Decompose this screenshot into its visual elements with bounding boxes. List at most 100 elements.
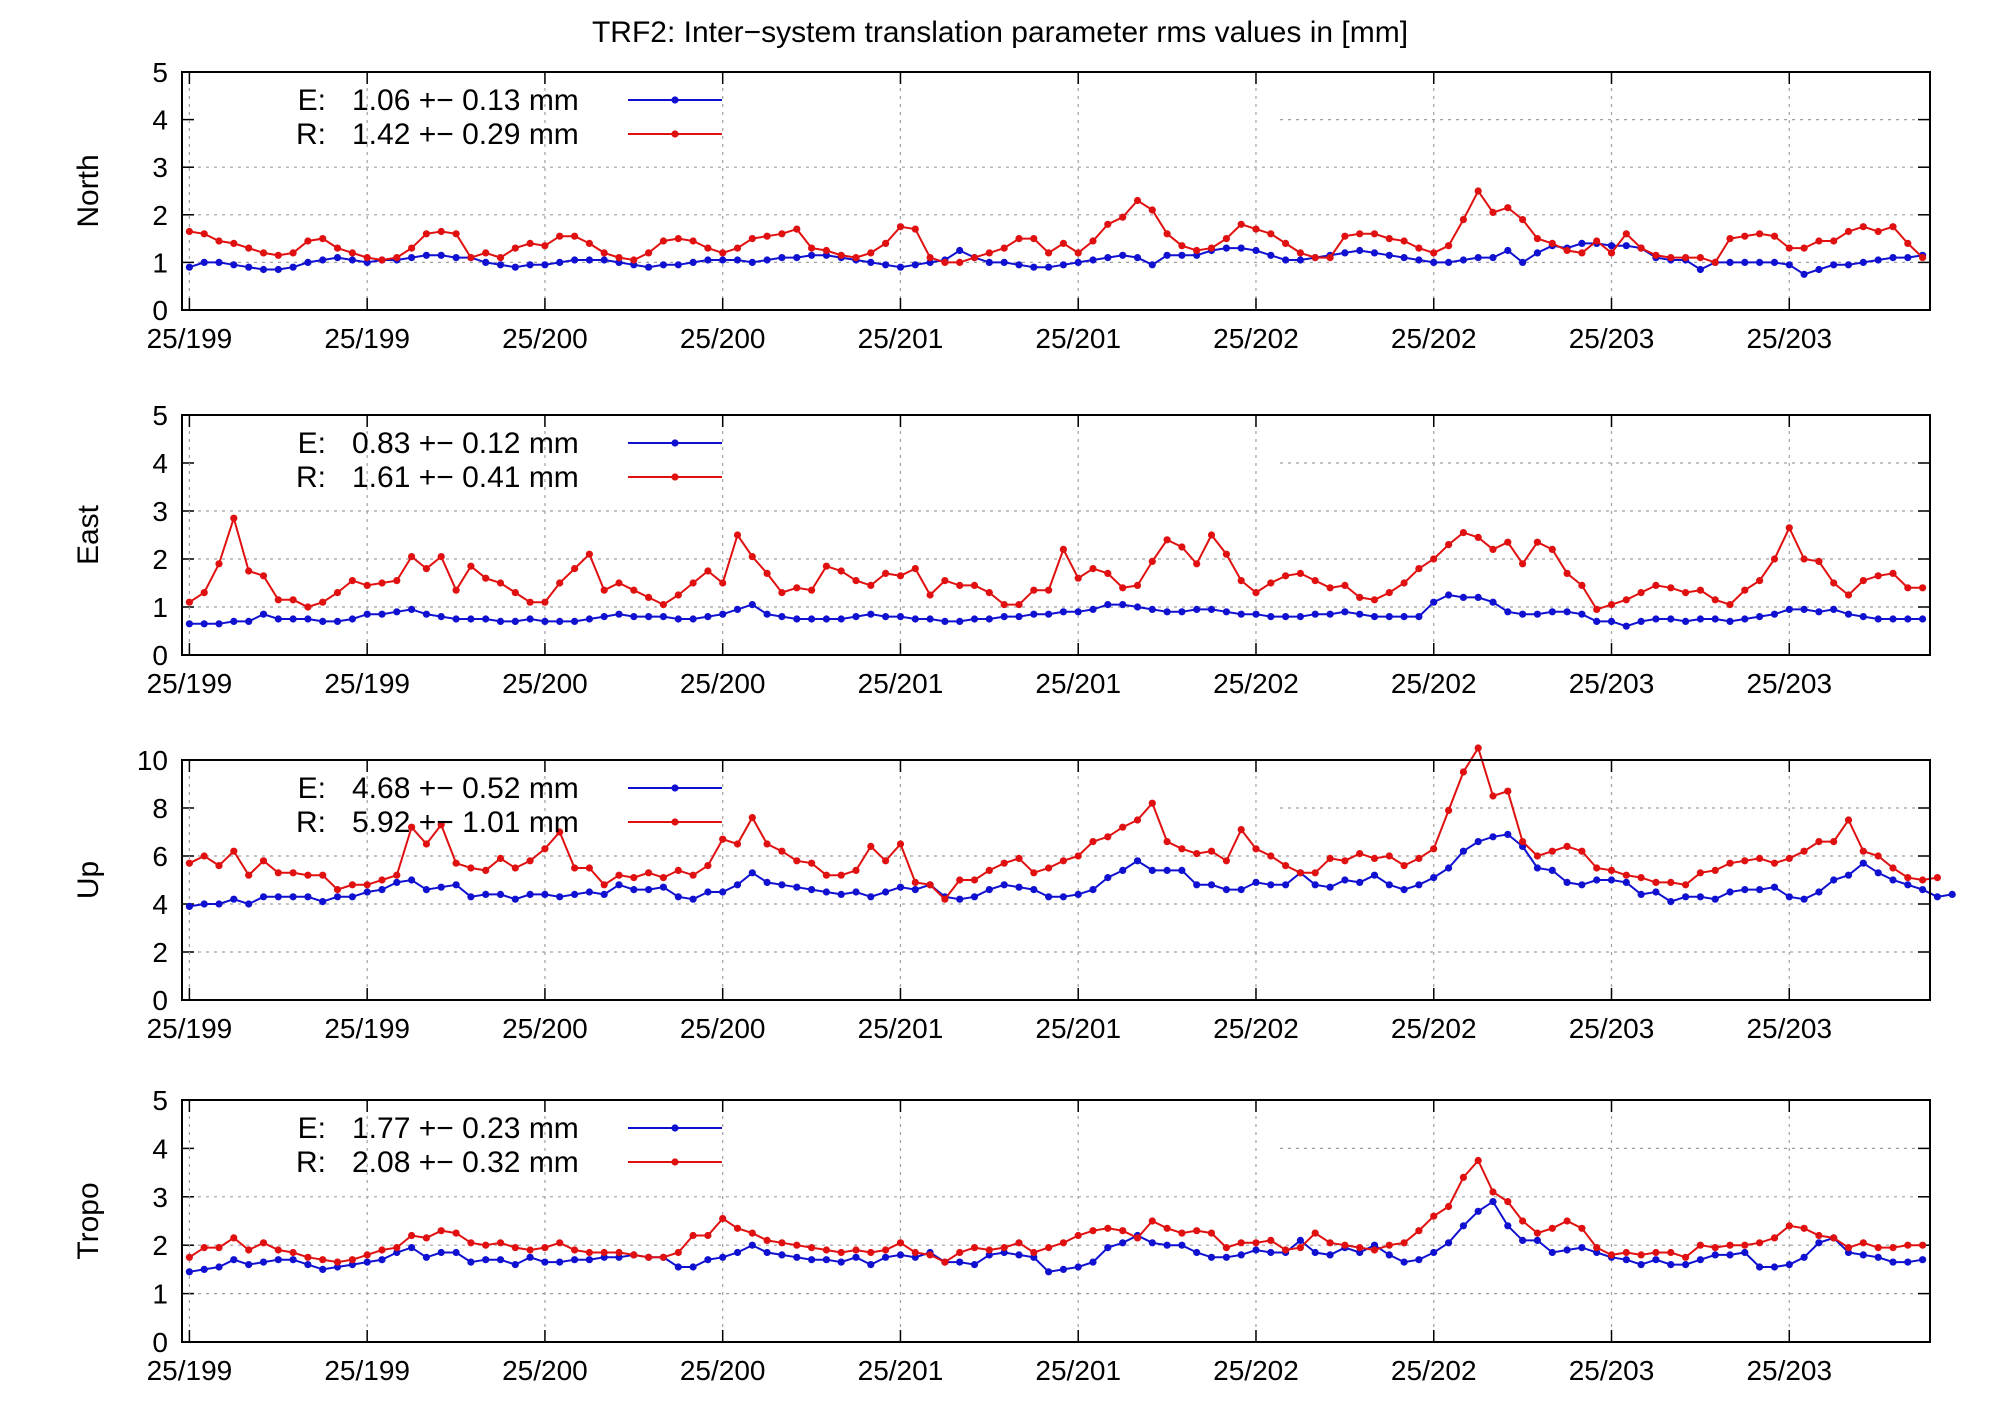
- data-point-r: [1370, 854, 1379, 863]
- data-point-e: [674, 1263, 682, 1271]
- data-point-e: [674, 261, 682, 269]
- data-point-r: [1578, 249, 1586, 257]
- data-point-e: [1815, 888, 1823, 896]
- data-point-e: [496, 261, 505, 269]
- data-point-e: [452, 1248, 460, 1257]
- data-point-e: [363, 888, 371, 896]
- data-point-e: [1400, 613, 1408, 621]
- legend-series-name: R:: [296, 118, 326, 151]
- data-point-r: [1296, 249, 1304, 257]
- data-point-e: [1533, 249, 1541, 257]
- data-point-e: [1430, 258, 1438, 266]
- data-point-e: [1148, 866, 1156, 875]
- data-point-r: [1222, 550, 1230, 558]
- data-point-e: [1667, 898, 1675, 906]
- data-point-e: [1119, 1239, 1127, 1247]
- data-point-e: [1030, 263, 1038, 271]
- data-point-e: [200, 900, 208, 908]
- legend-series-value: 5.92 +− 1.01 mm: [352, 806, 579, 839]
- data-point-r: [348, 577, 356, 585]
- data-point-r: [348, 249, 356, 257]
- data-point-r: [1163, 230, 1171, 238]
- data-point-r: [1326, 254, 1334, 262]
- data-point-r: [956, 876, 964, 884]
- data-point-r: [689, 1231, 697, 1240]
- data-point-e: [1385, 251, 1393, 259]
- y-tick-label: 0: [152, 640, 168, 671]
- data-point-e: [1237, 610, 1245, 618]
- data-point-r: [1844, 227, 1853, 236]
- data-point-e: [526, 1253, 534, 1261]
- data-point-r: [1785, 244, 1793, 252]
- data-point-r: [867, 1248, 875, 1257]
- data-point-r: [259, 249, 268, 257]
- data-point-e: [896, 883, 905, 891]
- data-point-e: [304, 258, 312, 266]
- data-point-e: [1696, 615, 1704, 623]
- data-point-r: [378, 256, 386, 264]
- data-point-r: [1089, 838, 1097, 846]
- data-point-r: [1622, 230, 1630, 238]
- data-point-r: [867, 581, 875, 590]
- data-point-r: [185, 598, 193, 606]
- data-point-e: [289, 263, 297, 271]
- data-point-e: [808, 1256, 816, 1264]
- data-point-e: [867, 1261, 875, 1269]
- data-point-r: [1311, 254, 1319, 262]
- data-point-e: [1563, 608, 1571, 616]
- data-point-e: [1104, 874, 1112, 882]
- data-point-r: [1267, 230, 1275, 238]
- data-point-r: [452, 230, 460, 238]
- data-point-e: [1296, 1236, 1304, 1244]
- data-point-r: [1578, 581, 1586, 590]
- data-point-r: [1267, 1236, 1275, 1244]
- data-point-r: [585, 1248, 594, 1257]
- data-point-r: [956, 258, 964, 266]
- data-point-e: [378, 610, 386, 618]
- data-point-r: [911, 1248, 919, 1257]
- data-point-r: [1282, 1246, 1290, 1254]
- data-point-r: [822, 1246, 831, 1254]
- data-point-e: [1430, 598, 1438, 606]
- data-point-r: [733, 1224, 742, 1232]
- data-point-r: [704, 862, 712, 870]
- data-point-e: [1059, 261, 1067, 269]
- data-point-e: [600, 890, 608, 899]
- data-point-r: [1548, 239, 1556, 247]
- data-point-r: [1667, 878, 1675, 887]
- data-point-r: [1874, 852, 1882, 860]
- y-tick-label: 0: [152, 1327, 168, 1358]
- data-point-r: [1237, 577, 1245, 585]
- data-point-r: [1563, 246, 1571, 255]
- data-point-r: [778, 1239, 786, 1247]
- data-point-r: [363, 581, 371, 590]
- data-point-r: [1519, 560, 1527, 568]
- data-point-r: [1178, 543, 1186, 551]
- data-point-e: [1282, 881, 1290, 889]
- data-point-r: [1311, 577, 1319, 585]
- data-point-r: [630, 586, 638, 594]
- data-point-r: [600, 881, 608, 889]
- data-point-e: [1385, 1251, 1393, 1259]
- data-point-e: [1430, 1248, 1438, 1257]
- data-point-e: [911, 615, 919, 623]
- x-tick-label: 25/199: [324, 1355, 410, 1386]
- data-point-r: [600, 249, 608, 257]
- data-point-r: [1711, 596, 1719, 604]
- data-point-e: [1178, 1241, 1186, 1249]
- data-point-r: [1385, 235, 1393, 243]
- data-point-r: [452, 859, 460, 867]
- data-point-e: [1904, 881, 1912, 889]
- data-point-e: [1889, 1258, 1897, 1266]
- data-point-e: [1800, 895, 1808, 903]
- data-point-e: [185, 263, 193, 271]
- data-point-e: [437, 1248, 445, 1257]
- data-point-r: [1667, 254, 1675, 262]
- data-point-e: [1933, 893, 1941, 901]
- data-point-r: [1237, 826, 1245, 834]
- data-point-r: [378, 1246, 386, 1254]
- data-point-r: [1074, 852, 1082, 860]
- legend-series-value: 1.61 +− 0.41 mm: [352, 461, 579, 494]
- data-point-r: [793, 584, 801, 592]
